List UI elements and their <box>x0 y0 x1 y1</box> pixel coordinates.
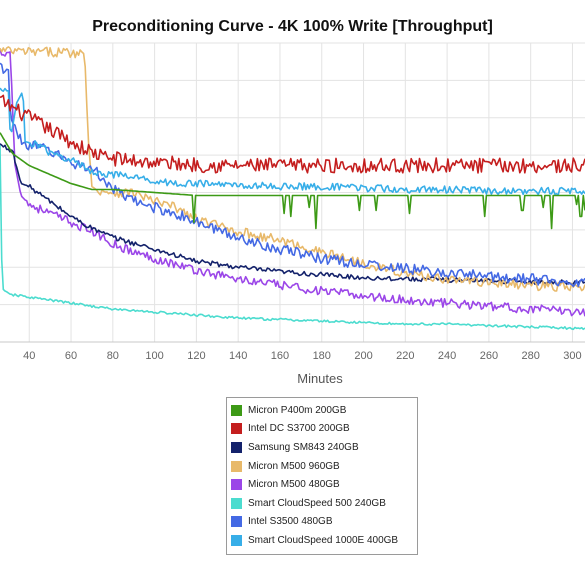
legend-swatch <box>231 534 242 546</box>
legend-swatch <box>231 460 242 472</box>
x-tick-label: 120 <box>187 350 205 362</box>
legend-label: Smart CloudSpeed 1000E 400GB <box>248 534 399 546</box>
series-line-intel-s3500-480gb <box>0 62 585 288</box>
legend-item: Smart CloudSpeed 500 240GB <box>227 494 417 513</box>
legend-item: Micron M500 960GB <box>227 457 417 476</box>
series-line-micron-p400m-200gb <box>0 132 585 230</box>
x-tick-label: 220 <box>396 350 414 362</box>
legend-item: Micron M500 480GB <box>227 475 417 494</box>
legend: Micron P400m 200GB Intel DC S3700 200GB Sa… <box>226 397 418 555</box>
x-tick-label: 260 <box>480 350 498 362</box>
legend-item: Samsung SM843 240GB <box>227 438 417 457</box>
legend-item: Intel S3500 480GB <box>227 513 417 532</box>
legend-label: Micron M500 960GB <box>248 460 340 472</box>
legend-swatch <box>231 404 242 416</box>
legend-swatch <box>231 516 242 528</box>
series-line-intel-dc-s3700-200gb <box>0 94 585 174</box>
series-line-smart-cloudspeed-500-240gb <box>0 144 585 331</box>
x-tick-label: 160 <box>271 350 289 362</box>
x-axis-ticks: 40 60 80 100 120 140 160 180 200 220 240 260 280 300 <box>23 350 582 362</box>
legend-swatch <box>231 497 242 509</box>
legend-label: Micron M500 480GB <box>248 479 340 491</box>
legend-item: Smart CloudSpeed 1000E 400GB <box>227 531 417 550</box>
legend-label: Micron P400m 200GB <box>248 404 347 416</box>
legend-item: Intel DC S3700 200GB <box>227 420 417 439</box>
x-tick-label: 40 <box>23 350 35 362</box>
x-tick-label: 300 <box>563 350 581 362</box>
line-chart: 40 60 80 100 120 140 160 180 200 220 240 260 280 300 … <box>0 42 585 386</box>
x-tick-label: 280 <box>521 350 539 362</box>
x-tick-label: 140 <box>229 350 247 362</box>
x-tick-label: 100 <box>145 350 163 362</box>
grid-lines <box>0 42 585 343</box>
legend-swatch <box>231 479 242 491</box>
legend-swatch <box>231 423 242 435</box>
x-tick-label: 80 <box>107 350 119 362</box>
series-line-micron-m500-960gb <box>0 46 585 292</box>
series-line-smart-cloudspeed-1000e-400gb <box>0 87 585 196</box>
legend-label: Samsung SM843 240GB <box>248 441 359 453</box>
x-tick-label: 240 <box>438 350 456 362</box>
legend-label: Intel S3500 480GB <box>248 516 333 528</box>
legend-label: Intel DC S3700 200GB <box>248 423 350 435</box>
x-tick-label: 180 <box>313 350 331 362</box>
chart-title: Preconditioning Curve - 4K 100% Write [T… <box>92 18 493 35</box>
x-tick-label: 60 <box>65 350 77 362</box>
legend-swatch <box>231 441 242 453</box>
series-lines <box>0 46 585 331</box>
legend-label: Smart CloudSpeed 500 240GB <box>248 497 386 509</box>
x-axis-title: Minutes <box>297 371 343 386</box>
x-tick-label: 200 <box>354 350 372 362</box>
legend-item: Micron P400m 200GB <box>227 401 417 420</box>
